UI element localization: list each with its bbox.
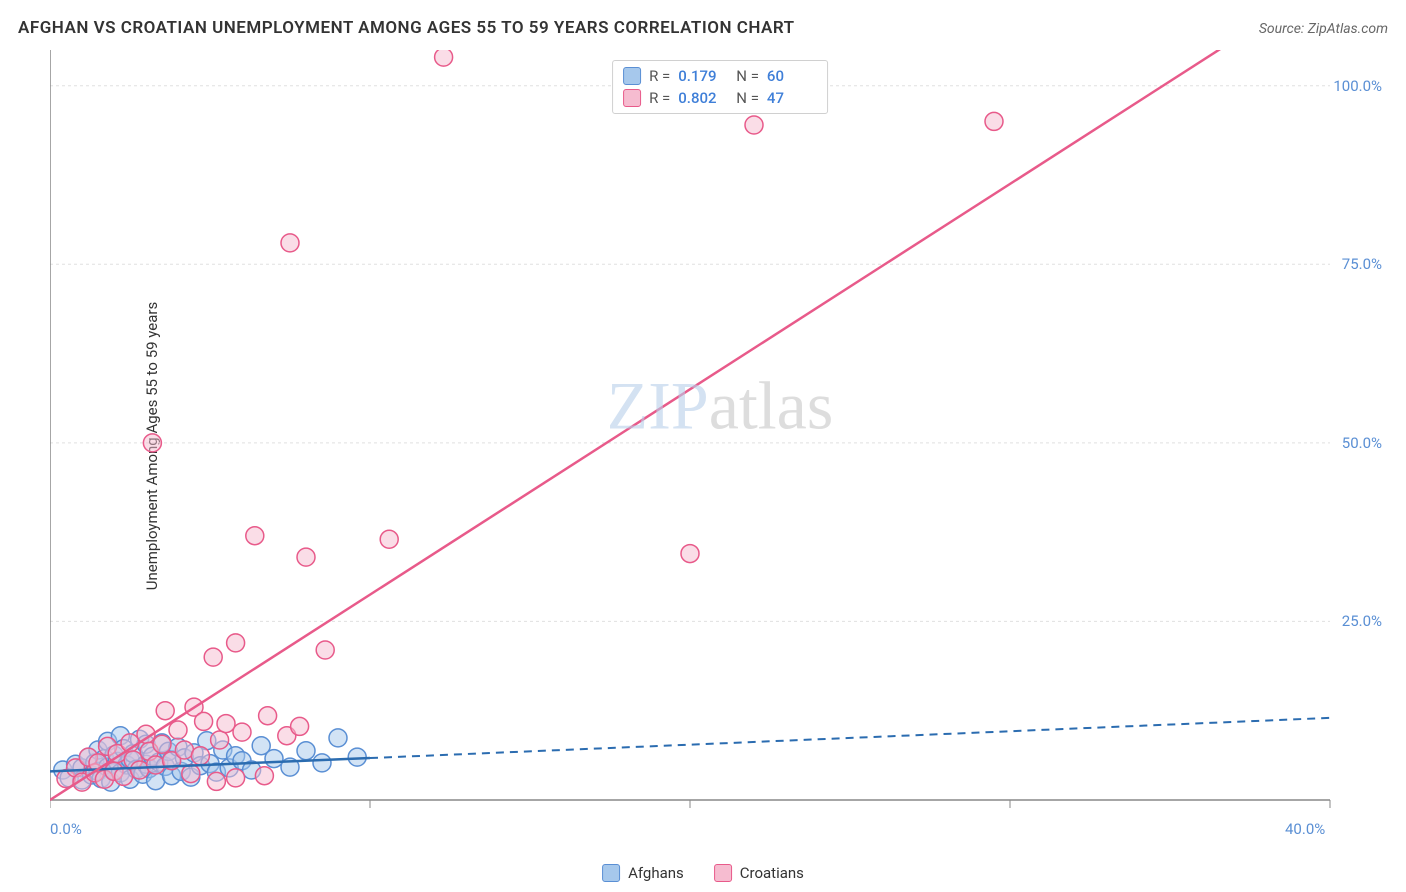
- swatch-croatians: [623, 89, 641, 107]
- chart-title: AFGHAN VS CROATIAN UNEMPLOYMENT AMONG AG…: [18, 18, 795, 38]
- legend-swatch-afghans: [602, 864, 620, 882]
- legend-label-croatians: Croatians: [740, 864, 804, 882]
- correlation-stats-box: R = 0.179 N = 60 R = 0.802 N = 47: [612, 60, 828, 114]
- scatter-chart-svg: [50, 50, 1390, 840]
- y-tick-label: 50.0%: [1342, 434, 1382, 452]
- r-label: R =: [649, 67, 670, 85]
- legend: Afghans Croatians: [602, 864, 804, 882]
- legend-item-afghans: Afghans: [602, 864, 684, 882]
- n-label: N =: [736, 89, 759, 107]
- n-label: N =: [736, 67, 759, 85]
- chart-plot-area: ZIPatlas R = 0.179 N = 60 R = 0.802 N = …: [50, 50, 1390, 840]
- legend-label-afghans: Afghans: [628, 864, 684, 882]
- r-label: R =: [649, 89, 670, 107]
- y-tick-label: 25.0%: [1342, 612, 1382, 630]
- x-tick-label: 0.0%: [50, 820, 82, 838]
- r-value-croatians: 0.802: [678, 89, 728, 107]
- n-value-croatians: 47: [767, 89, 817, 107]
- stats-row-croatians: R = 0.802 N = 47: [623, 87, 817, 109]
- stats-row-afghans: R = 0.179 N = 60: [623, 65, 817, 87]
- x-tick-label: 40.0%: [1285, 820, 1325, 838]
- r-value-afghans: 0.179: [678, 67, 728, 85]
- legend-swatch-croatians: [714, 864, 732, 882]
- legend-item-croatians: Croatians: [714, 864, 804, 882]
- source-attribution: Source: ZipAtlas.com: [1259, 21, 1388, 37]
- swatch-afghans: [623, 67, 641, 85]
- y-tick-label: 75.0%: [1342, 255, 1382, 273]
- y-tick-label: 100.0%: [1333, 77, 1382, 95]
- n-value-afghans: 60: [767, 67, 817, 85]
